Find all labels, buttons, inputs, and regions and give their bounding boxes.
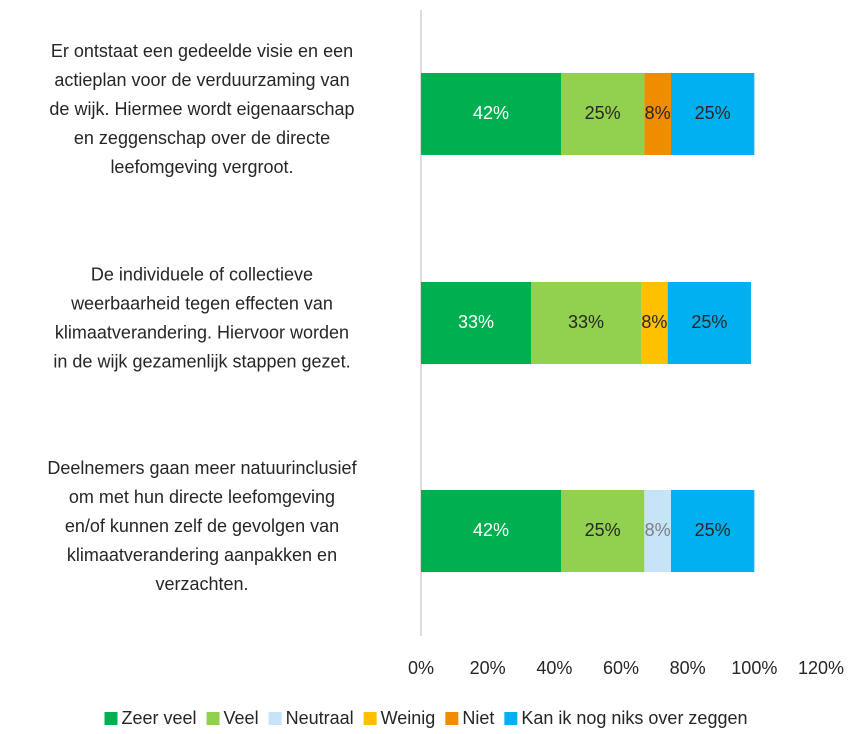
category-label: klimaatverandering aanpakken en [67,545,337,565]
bar-segment [671,490,755,572]
bar-segment [421,73,561,155]
category-label: klimaatverandering. Hiervoor worden [55,322,349,342]
legend-item: Zeer veel [104,708,197,728]
data-label: 25% [585,103,621,123]
data-label: 33% [568,312,604,332]
legend-swatch [268,712,282,725]
category-label: om met hun directe leefomgeving [69,487,335,507]
bar-segment [644,73,671,155]
category-label: weerbaarheid tegen effecten van [70,293,333,313]
category-label: en zeggenschap over de directe [74,128,330,148]
legend-label: Zeer veel [121,708,196,728]
data-label: 8% [645,520,671,540]
bar-segment [421,490,561,572]
category-label: in de wijk gezamenlijk stappen gezet. [53,351,350,371]
bar-segment [641,282,668,364]
category-label: leefomgeving vergroot. [110,157,293,177]
data-label: 25% [691,312,727,332]
legend-item: Neutraal [268,708,354,728]
legend-item: Veel [206,708,259,728]
legend-label: Weinig [381,708,436,728]
legend-swatch [445,712,459,725]
data-label: 8% [645,103,671,123]
legend-item: Niet [445,708,494,728]
legend-item: Kan ik nog niks over zeggen [504,708,748,728]
legend-swatch [206,712,220,725]
legend-swatch [363,712,377,725]
category-label: verzachten. [155,574,248,594]
category-label: en/of kunnen zelf de gevolgen van [65,516,339,536]
data-label: 8% [641,312,667,332]
x-tick-label: 100% [731,658,777,678]
category-label: actieplan voor de verduurzaming van [54,70,349,90]
bar-segment [561,490,645,572]
bar-segment [561,73,645,155]
bar-segment [667,282,751,364]
data-label: 33% [458,312,494,332]
x-tick-label: 80% [670,658,706,678]
bar-segment [531,282,641,364]
bar-segment [671,73,755,155]
legend-label: Veel [224,708,259,728]
x-tick-label: 60% [603,658,639,678]
x-tick-label: 40% [536,658,572,678]
category-label: Deelnemers gaan meer natuurinclusief [47,458,357,478]
legend-label: Neutraal [286,708,354,728]
x-tick-label: 0% [408,658,434,678]
data-label: 25% [585,520,621,540]
data-label: 42% [473,103,509,123]
category-label: De individuele of collectieve [91,264,313,284]
bar-segment [421,282,531,364]
data-label: 25% [695,520,731,540]
category-label: de wijk. Hiermee wordt eigenaarschap [49,99,354,119]
legend-item: Weinig [363,708,436,728]
legend-swatch [504,712,518,725]
data-label: 25% [695,103,731,123]
data-label: 42% [473,520,509,540]
x-tick-label: 20% [470,658,506,678]
legend-swatch [104,712,118,725]
bar-segment [644,490,671,572]
legend-label: Niet [462,708,494,728]
legend-label: Kan ik nog niks over zeggen [521,708,747,728]
category-label: Er ontstaat een gedeelde visie en een [51,41,353,61]
x-tick-label: 120% [798,658,844,678]
